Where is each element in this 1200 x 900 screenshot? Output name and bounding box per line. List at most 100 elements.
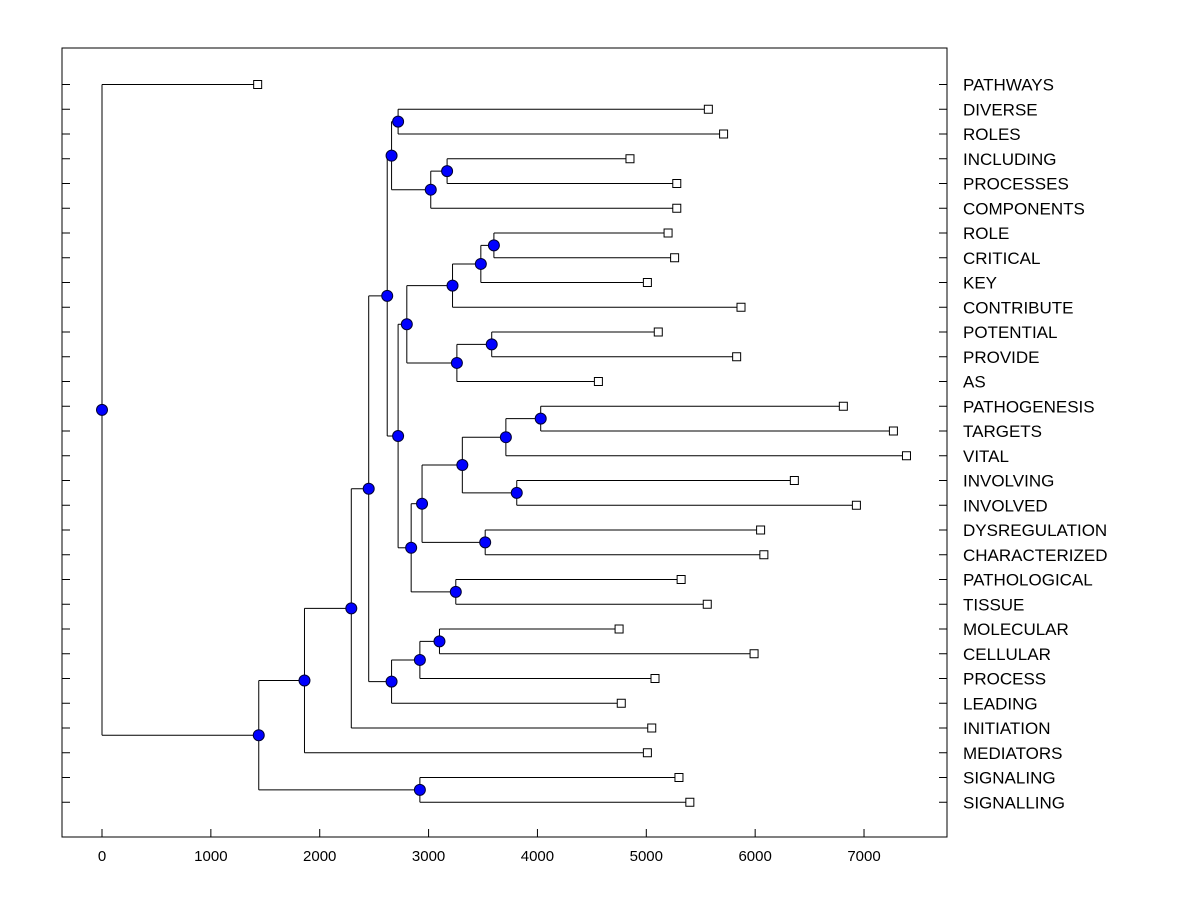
leaf-label: CELLULAR: [963, 645, 1051, 664]
leaf-marker: [719, 129, 729, 139]
leaf-label: AS: [963, 373, 986, 392]
merge-node: [510, 486, 523, 499]
x-tick-label: 2000: [303, 848, 336, 865]
leaf-label: ROLE: [963, 224, 1009, 243]
merge-node: [433, 635, 446, 648]
leaf-marker: [676, 575, 686, 584]
leaf-label: ROLES: [963, 125, 1021, 144]
leaf-label: PROCESSES: [963, 175, 1069, 194]
merge-node: [479, 536, 492, 549]
merge-node: [385, 149, 398, 162]
leaf-marker: [703, 104, 713, 114]
merge-node: [446, 279, 459, 292]
leaf-label: INVOLVING: [963, 472, 1054, 491]
merge-node: [449, 585, 462, 598]
leaf-marker: [759, 550, 769, 560]
leaf-marker: [736, 302, 746, 312]
merge-node: [499, 431, 512, 444]
merge-node: [392, 115, 405, 128]
leaf-marker: [616, 698, 626, 708]
leaf-marker: [647, 723, 657, 733]
merge-node: [298, 674, 311, 687]
leaf-marker: [650, 674, 660, 683]
merge-node: [405, 541, 418, 554]
merge-node: [487, 239, 500, 252]
leaf-label: PATHWAYS: [963, 76, 1054, 95]
leaf-marker: [702, 599, 712, 609]
axis-ticks: 0 1000 2000 3000 4000 5000 6000 7000: [62, 84, 947, 865]
leaf-label: PROVIDE: [963, 348, 1040, 367]
leaf-label: INCLUDING: [963, 150, 1057, 169]
leaf-label: CRITICAL: [963, 249, 1040, 268]
leaf-label: MOLECULAR: [963, 620, 1069, 639]
leaf-marker: [672, 179, 682, 188]
leaf-marker: [642, 748, 652, 758]
leaf-label: TISSUE: [963, 595, 1024, 614]
leaf-marker: [674, 773, 684, 782]
leaf-marker: [888, 426, 898, 436]
leaf-marker: [851, 500, 861, 510]
leaf-marker: [653, 327, 663, 337]
merge-node: [362, 482, 375, 495]
leaf-label: LEADING: [963, 694, 1038, 713]
leaf-label: POTENTIAL: [963, 323, 1057, 342]
x-tick-label: 3000: [412, 848, 445, 865]
leaf-label: CHARACTERIZED: [963, 546, 1108, 565]
leaf-label: INVOLVED: [963, 496, 1048, 515]
leaf-marker: [732, 352, 742, 362]
leaf-marker: [625, 154, 635, 164]
leaf-marker: [253, 80, 263, 89]
leaf-label: INITIATION: [963, 719, 1051, 738]
plot-frame: [61, 47, 948, 838]
merge-node: [441, 165, 454, 178]
leaf-marker: [789, 476, 799, 485]
merge-node: [416, 497, 429, 510]
leaf-marker: [685, 797, 695, 807]
leaf-label: PATHOLOGICAL: [963, 571, 1093, 590]
merge-node: [474, 257, 487, 270]
leaf-marker: [901, 451, 911, 461]
leaf-label: MEDIATORS: [963, 744, 1063, 763]
merge-node: [534, 412, 547, 425]
merge-node: [400, 318, 413, 331]
leaf-label: DIVERSE: [963, 100, 1038, 119]
leaf-label: PROCESS: [963, 670, 1046, 689]
merge-node: [385, 675, 398, 688]
x-tick-label: 4000: [521, 848, 554, 865]
leaf-marker: [749, 649, 759, 659]
x-tick-label: 1000: [194, 848, 227, 865]
leaf-label: CONTRIBUTE: [963, 298, 1074, 317]
merge-node: [96, 403, 108, 416]
leaf-label: SIGNALING: [963, 769, 1056, 788]
merge-node: [413, 783, 426, 796]
link-layer: [101, 84, 907, 803]
label-layer: PATHWAYS DIVERSE ROLES INCLUDING PROCESSES CO…: [963, 76, 1108, 813]
merge-node: [252, 729, 265, 742]
merge-node: [345, 602, 358, 615]
leaf-label: DYSREGULATION: [963, 521, 1107, 540]
x-tick-label: 7000: [847, 848, 880, 865]
merge-node: [424, 183, 437, 196]
leaf-marker: [672, 203, 682, 213]
merge-node: [392, 430, 405, 443]
merge-node: [413, 653, 426, 666]
leaf-marker: [614, 624, 624, 634]
x-tick-label: 6000: [738, 848, 771, 865]
merge-node: [381, 289, 394, 302]
leaf-layer: [253, 80, 911, 807]
merge-node: [485, 338, 498, 351]
leaf-label: KEY: [963, 274, 997, 293]
leaf-marker: [756, 525, 766, 535]
x-tick-label: 0: [98, 848, 106, 865]
leaf-label: COMPONENTS: [963, 199, 1085, 218]
merge-node: [456, 459, 469, 472]
leaf-marker: [593, 377, 603, 386]
x-tick-label: 5000: [630, 848, 663, 865]
merge-node: [450, 356, 463, 369]
leaf-marker: [670, 253, 680, 263]
leaf-label: TARGETS: [963, 422, 1042, 441]
leaf-label: SIGNALLING: [963, 793, 1065, 812]
leaf-marker: [663, 228, 673, 238]
node-layer: [96, 115, 547, 796]
